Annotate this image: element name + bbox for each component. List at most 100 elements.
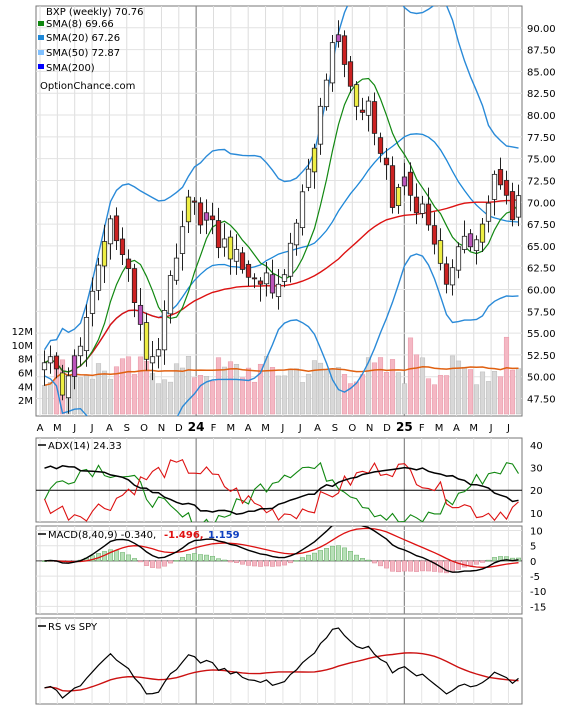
macd-histogram-bar [120,552,125,562]
candle-body [281,274,288,282]
candle-body [359,109,366,113]
x-tick-label: S [332,423,338,434]
macd-histogram-bar [348,551,353,562]
y-tick-label: 80.00 [527,111,556,122]
candle-body [425,203,432,226]
volume-bar [125,356,132,415]
macd-title: MACD(8,40,9) -0.340, [48,530,156,541]
candle-body [293,222,300,246]
macd-tick-label: 10 [530,527,543,538]
volume-bar [113,366,120,415]
volume-bar [425,378,432,415]
candle-body [185,196,192,223]
macd-histogram-bar [240,560,245,565]
candle-body [245,263,252,278]
volume-bar [395,372,402,415]
volume-bar [515,368,522,415]
candle-body [461,235,468,250]
macd-histogram-bar [234,560,239,564]
volume-bar [311,360,318,415]
macd-histogram-bar [372,560,377,564]
volume-bar [455,360,462,415]
macd-tick-label: -15 [530,602,546,613]
volume-bar [101,370,108,415]
volume-bar [287,368,294,415]
candle-body [161,310,168,351]
macd-tick-label: -5 [530,572,540,583]
macd-histogram-bar [324,548,329,562]
macd-tick-label: -10 [530,587,546,598]
macd-histogram-bar [180,557,185,562]
macd-histogram-bar [228,560,233,563]
y-tick-label: 90.00 [527,24,556,35]
candle-body [113,215,120,242]
macd-histogram-bar [402,560,407,572]
volume-bar [245,367,252,415]
candle-body [467,233,474,248]
candle-body [329,42,336,84]
x-tick-label: N [158,423,165,434]
macd-histogram-bar [456,560,461,570]
price-legend: BXP (weekly) 70.76 SMA(8) 69.66 SMA(20) … [38,7,144,92]
candle-body [251,277,258,280]
volume-bar [485,381,492,415]
candle-body [491,173,498,200]
candle-body [71,355,78,377]
volume-tick-label: 4M [18,382,33,393]
adx-title: ADX(14) 24.33 [48,441,122,452]
candle-body [143,322,150,360]
volume-bar [503,336,510,415]
macd-histogram-bar [336,545,341,562]
volume-bar [497,376,504,415]
sma50-line [44,198,519,373]
candle-body [419,203,426,214]
x-tick-label: A [37,423,44,434]
candle-body [311,147,318,173]
volume-bar [161,379,168,415]
y-tick-label: 67.50 [527,220,556,231]
y-tick-label: 47.50 [527,395,556,406]
macd-histogram-bar [318,550,323,562]
volume-bar [281,375,288,415]
candle-body [455,246,462,271]
candle-body [227,236,234,260]
x-tick-label: D [383,423,391,434]
macd-histogram-bar [330,545,335,562]
candle-body [77,345,84,357]
x-tick-label: O [140,423,148,434]
adx-tick-label: 30 [530,464,543,475]
macd-histogram-bar [504,556,509,562]
macd-histogram-bar [150,560,155,568]
candle-body [515,195,522,218]
candle-body [383,157,390,166]
candle-body [431,225,438,245]
legend-sma50: SMA(50) 72.87 [46,48,120,59]
candle-body [287,242,294,277]
candle-body [353,84,360,107]
candle-body [323,79,330,108]
adx-legend: ADX(14) 24.33 [38,441,122,452]
volume-bar [275,375,282,415]
candle-body [83,317,90,352]
macd-legend: MACD(8,40,9) -0.340, -1.496, 1.159 [38,530,240,541]
candle-body [371,101,378,134]
candle-body [413,196,420,214]
macd-histogram-bar [126,554,131,562]
candle-body [221,238,228,248]
macd-histogram-bar [144,560,149,566]
volume-bar [107,378,114,415]
candle-body [107,218,114,245]
candle-body [335,34,342,42]
macd-histogram-bar [198,554,203,562]
candle-body [149,356,156,364]
volume-bar [83,375,90,415]
y-tick-label: 52.50 [527,351,556,362]
adx-panel-frame [35,437,523,523]
candle-body [119,238,126,256]
volume-bar [509,369,516,415]
volume-bar [419,357,426,415]
candle-body [41,362,48,371]
x-tick-label: 25 [396,420,413,434]
candle-body [305,168,312,188]
